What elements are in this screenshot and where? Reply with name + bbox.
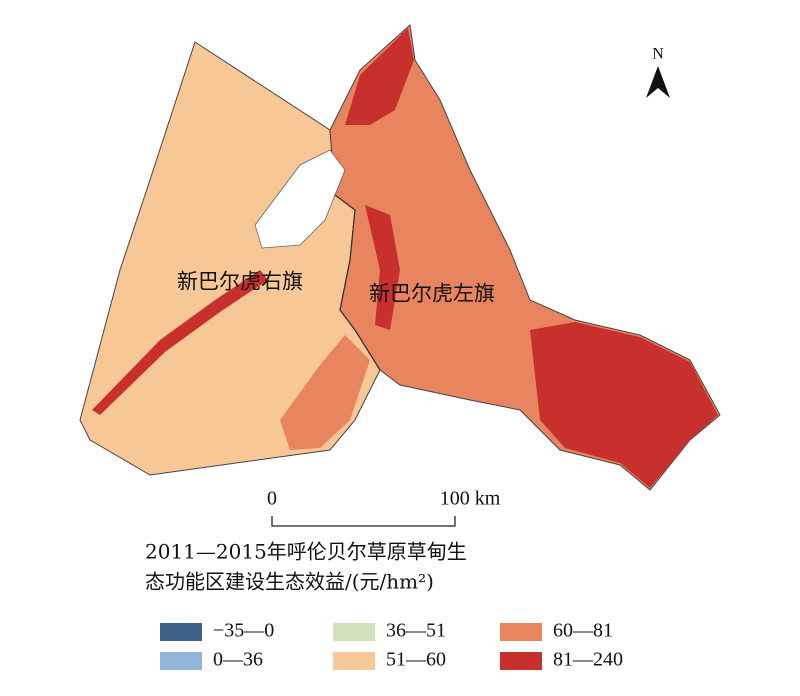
- legend-label: 36—51: [386, 620, 446, 642]
- scale-line: [271, 516, 456, 527]
- legend-label: −35—0: [213, 620, 274, 642]
- legend-swatch: [160, 652, 202, 670]
- scale-start: 0: [267, 488, 277, 510]
- legend-label: 0—36: [213, 649, 263, 671]
- legend-title: 态功能区建设生态效益/(元/hm²): [145, 570, 434, 594]
- legend-swatch: [500, 652, 542, 670]
- north-arrow: N: [646, 46, 670, 98]
- north-arrow-shape: [646, 66, 670, 98]
- legend: −35—0 0—36 36—51 51—60 60—81 81—240: [160, 620, 623, 671]
- region-label: 新巴尔虎左旗: [369, 282, 495, 306]
- river-zone: [365, 205, 400, 330]
- river-zone: [92, 270, 268, 415]
- region-label: 新巴尔虎右旗: [177, 270, 303, 294]
- legend-title: 2011—2015年呼伦贝尔草原草甸生: [145, 540, 467, 564]
- banner-boundary: [334, 194, 381, 371]
- east-field-zone: [280, 335, 370, 450]
- legend-swatch: [333, 623, 375, 641]
- legend-swatch: [333, 652, 375, 670]
- scale-end: 100 km: [440, 488, 501, 510]
- legend-label: 81—240: [553, 649, 623, 671]
- legend-swatch: [500, 623, 542, 641]
- high-value-zone: [345, 28, 414, 125]
- legend-label: 51—60: [386, 649, 446, 671]
- map: [79, 24, 721, 491]
- scale-bar: 0 100 km: [267, 488, 501, 527]
- legend-swatch: [160, 623, 202, 641]
- high-value-zone: [530, 322, 718, 488]
- north-label: N: [652, 46, 664, 63]
- legend-label: 60—81: [553, 620, 613, 642]
